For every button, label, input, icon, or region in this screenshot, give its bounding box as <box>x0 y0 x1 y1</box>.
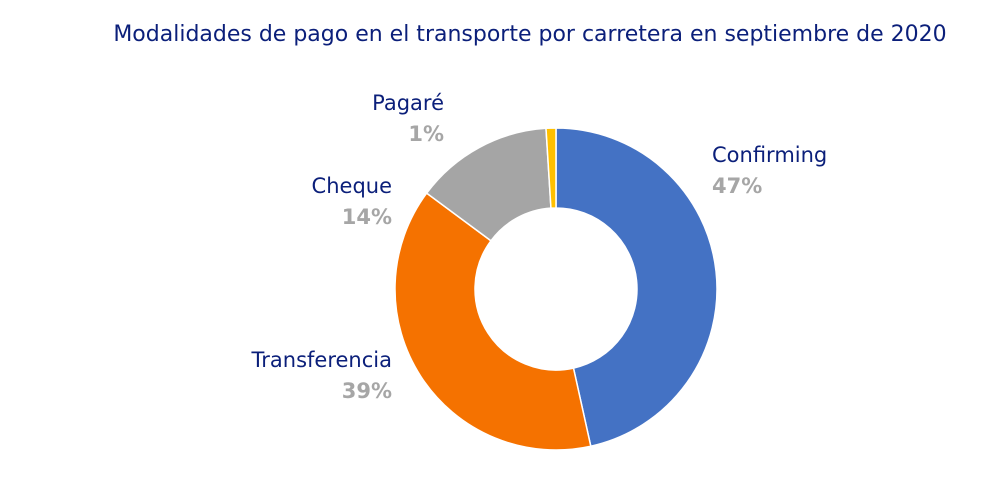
label-pagare: Pagaré 1% <box>372 88 444 150</box>
slice-transferencia <box>394 192 592 451</box>
label-percent: 47% <box>712 174 763 198</box>
label-cheque: Cheque 14% <box>312 171 392 233</box>
label-name: Pagaré <box>372 91 444 115</box>
label-percent: 39% <box>341 379 392 403</box>
slice-confirming <box>555 127 718 448</box>
label-name: Cheque <box>311 174 392 198</box>
label-confirming: Confirming 47% <box>712 140 827 202</box>
label-percent: 1% <box>408 122 444 146</box>
label-name: Confirming <box>712 143 828 167</box>
label-percent: 14% <box>341 205 392 229</box>
slice-pagare <box>545 127 557 209</box>
label-name: Transferencia <box>251 348 392 372</box>
chart-title: Modalidades de pago en el transporte por… <box>113 22 947 47</box>
label-transferencia: Transferencia 39% <box>252 345 392 407</box>
